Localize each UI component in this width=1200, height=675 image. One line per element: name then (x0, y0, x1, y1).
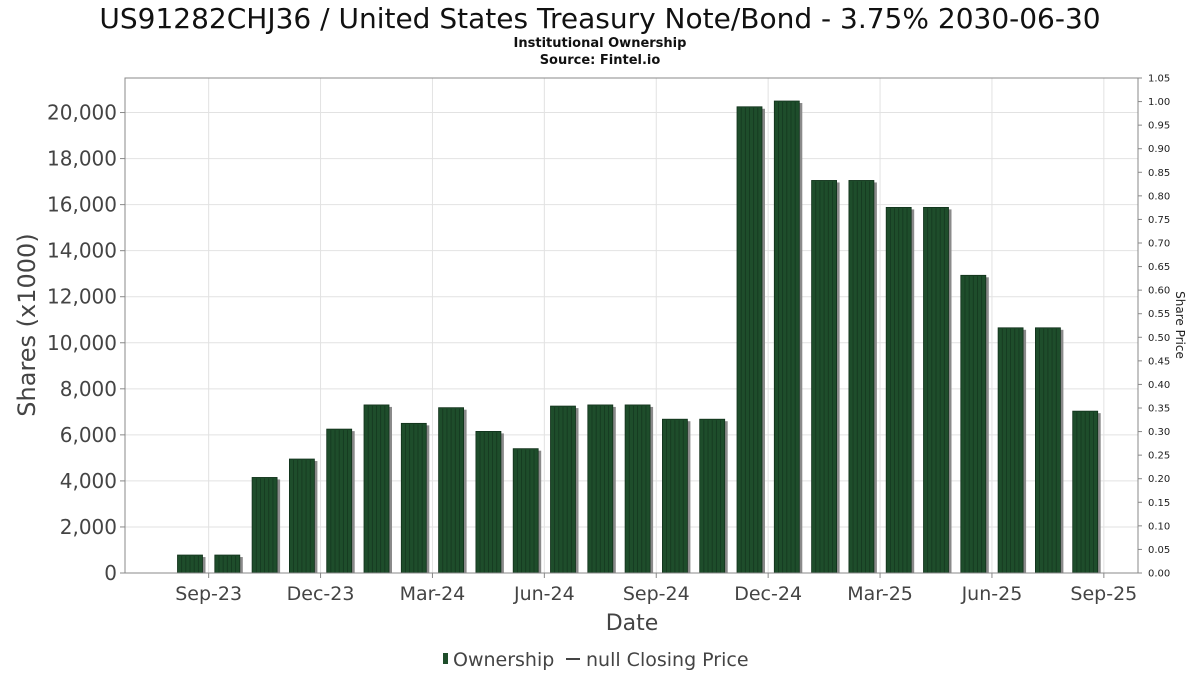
chart-subtitle: Institutional Ownership (514, 36, 687, 51)
legend-closing-price-label: null Closing Price (586, 649, 749, 671)
plot-frame (124, 77, 1139, 574)
bar (662, 418, 691, 574)
y2-tick-label: 0.25 (1148, 451, 1170, 462)
legend-ownership-swatch (443, 653, 448, 664)
y2-tick-label: 0.75 (1148, 215, 1170, 226)
bar (475, 431, 504, 574)
bar (960, 274, 989, 574)
bar (550, 405, 579, 574)
y2-tick-label: 0.10 (1148, 521, 1170, 532)
y2-tick-label: 0.50 (1148, 333, 1170, 344)
y2-tick-label: 0.00 (1148, 569, 1170, 580)
bar (885, 206, 915, 574)
bar (923, 206, 952, 574)
y-tick-label: 20,000 (47, 101, 117, 125)
y2-tick-label: 0.60 (1148, 286, 1170, 297)
x-tick-label: Sep-24 (623, 583, 690, 605)
x-tick-label: Jun-24 (513, 583, 575, 605)
y2-tick-label: 1.00 (1148, 97, 1170, 108)
x-axis-label: Date (606, 611, 659, 636)
bar (1035, 327, 1064, 574)
y2-tick-label: 0.45 (1148, 356, 1170, 367)
y2-tick-label: 1.05 (1148, 74, 1170, 85)
bar (997, 327, 1027, 574)
x-tick-label: Dec-24 (734, 583, 802, 605)
bar (326, 428, 355, 574)
y-tick-label: 0 (104, 561, 117, 585)
y-tick-label: 2,000 (60, 515, 117, 539)
y2-tick-label: 0.55 (1148, 309, 1170, 320)
y2-axis: 0.00 0.05 0.10 0.15 0.20 0.25 0.30 0.35 0.40 0.45… (1138, 74, 1170, 580)
y-axis: 0 2,000 4,000 6,000 8,000 10,000 12,000 14,000 1… (47, 101, 125, 585)
y2-tick-label: 0.65 (1148, 262, 1170, 273)
bar (811, 180, 840, 574)
y2-tick-label: 0.95 (1148, 121, 1170, 132)
bar (400, 422, 430, 574)
x-axis: Sep-23 Dec-23 Mar-24 Jun-24 Sep-24 Dec-24 Mar-… (175, 573, 1137, 605)
y-tick-label: 6,000 (60, 423, 117, 447)
y2-tick-label: 0.90 (1148, 144, 1170, 155)
legend-ownership-label: Ownership (453, 649, 554, 671)
chart-title: US91282CHJ36 / United States Treasury No… (99, 2, 1100, 35)
x-tick-label: Mar-24 (400, 583, 466, 605)
y2-tick-label: 0.20 (1148, 474, 1170, 485)
bar (587, 404, 616, 574)
x-tick-label: Dec-23 (287, 583, 355, 605)
bar (251, 477, 281, 574)
y2-axis-label: Share Price (1173, 291, 1187, 359)
y-tick-label: 10,000 (47, 331, 117, 355)
bar (438, 407, 467, 574)
y-tick-label: 8,000 (60, 377, 117, 401)
chart-source: Source: Fintel.io (540, 53, 661, 68)
y2-tick-label: 0.70 (1148, 239, 1170, 250)
y2-tick-label: 0.35 (1148, 404, 1170, 415)
y2-tick-label: 0.85 (1148, 168, 1170, 179)
grid-layer (125, 78, 1138, 574)
bar (177, 554, 206, 574)
bar (699, 418, 728, 574)
y2-tick-label: 0.40 (1148, 380, 1170, 391)
y2-tick-label: 0.05 (1148, 545, 1170, 556)
bar (512, 448, 542, 574)
y-axis-label: Shares (x1000) (13, 233, 41, 416)
y-tick-label: 12,000 (47, 285, 117, 309)
x-tick-label: Jun-25 (961, 583, 1023, 605)
y-tick-label: 18,000 (47, 147, 117, 171)
x-tick-label: Sep-23 (175, 583, 242, 605)
x-tick-label: Sep-25 (1070, 583, 1137, 605)
y-tick-label: 14,000 (47, 239, 117, 263)
y-tick-label: 16,000 (47, 193, 117, 217)
bar (848, 180, 877, 574)
bar (1072, 410, 1101, 574)
y-tick-label: 4,000 (60, 469, 117, 493)
y2-tick-label: 0.80 (1148, 191, 1170, 202)
bar (773, 100, 803, 574)
bars-layer (177, 100, 1101, 574)
bar (736, 106, 765, 574)
x-tick-label: Mar-25 (847, 583, 913, 605)
legend: Ownership null Closing Price (443, 649, 749, 671)
bar (363, 404, 392, 574)
bar (288, 458, 318, 574)
bar (214, 554, 243, 574)
y2-tick-label: 0.15 (1148, 498, 1170, 509)
bar (624, 404, 654, 574)
y2-tick-label: 0.30 (1148, 427, 1170, 438)
